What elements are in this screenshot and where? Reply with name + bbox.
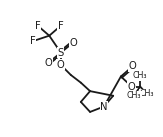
- Text: N: N: [100, 102, 108, 112]
- Text: O: O: [69, 38, 77, 48]
- Text: S: S: [58, 48, 64, 58]
- Text: F: F: [30, 36, 36, 46]
- Text: O: O: [45, 58, 52, 68]
- Text: O: O: [128, 82, 136, 92]
- Text: F: F: [58, 21, 64, 31]
- Text: CH₃: CH₃: [127, 91, 141, 100]
- Text: CH₃: CH₃: [133, 71, 147, 80]
- Text: O: O: [129, 62, 136, 72]
- Text: F: F: [35, 21, 41, 31]
- Text: O: O: [57, 60, 65, 70]
- Text: CH₃: CH₃: [139, 89, 154, 98]
